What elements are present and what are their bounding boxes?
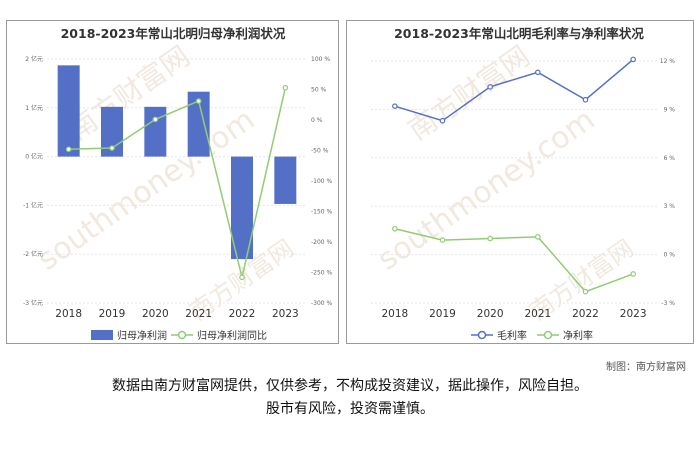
watermark-url: southmoney.com: [372, 102, 602, 277]
line-point: [65, 146, 72, 153]
y-right-tick-label: -300 %: [311, 300, 333, 307]
bar: [144, 106, 167, 157]
disclaimer-line-2: 股市有风险，投资需谨慎。: [266, 401, 434, 417]
legend-a-marker: [477, 330, 487, 340]
y-right-tick-label: 0 %: [311, 117, 323, 124]
y-right-tick-label: -50 %: [311, 148, 329, 155]
line-point: [439, 117, 446, 124]
line-point: [535, 234, 541, 240]
left-chart-title: 2018-2023年常山北明归母净利润状况: [61, 26, 286, 41]
left-chart-panel: 南方财富网 southmoney.com 南方财富网 2018-2023年常山北明归…: [6, 20, 339, 344]
y-tick-label: -3 %: [661, 300, 675, 307]
line-point: [582, 96, 589, 103]
line-point: [392, 225, 398, 232]
legend-bar-swatch: [91, 330, 113, 340]
bar: [187, 91, 210, 157]
x-tick-label: 2018: [55, 308, 82, 320]
series-line: [68, 87, 287, 278]
watermark-name: 南方财富网: [62, 39, 196, 146]
bar: [274, 156, 297, 204]
line-point: [487, 235, 493, 242]
y-right-tick-label: -250 %: [311, 270, 333, 277]
line-point: [630, 56, 636, 63]
y-tick-label: 12 %: [660, 58, 676, 65]
y-left-tick-label: -2 亿元: [23, 250, 43, 258]
series-line: [394, 228, 634, 293]
line-point: [439, 237, 446, 243]
y-right-tick-label: 50 %: [311, 87, 327, 94]
y-right-tick-label: 100 %: [311, 56, 330, 63]
left-legend: 归母净利润 归母净利润同比: [91, 329, 267, 342]
line-point: [109, 145, 115, 151]
y-left-tick-label: 0 亿元: [25, 153, 43, 161]
x-tick-label: 2018: [381, 308, 408, 320]
right-chart-title: 2018-2023年常山北明毛利率与净利率状况: [394, 26, 644, 41]
line-point: [630, 271, 636, 277]
series-line: [394, 58, 634, 122]
legend-line-label: 归母净利润同比: [197, 329, 267, 342]
y-tick-label: 9 %: [664, 106, 676, 113]
x-tick-label: 2022: [229, 308, 256, 320]
disclaimer-line-1: 数据由南方财富网提供，仅供参考，不构成投资建议，据此操作，风险自担。: [112, 378, 588, 394]
line-point: [152, 116, 159, 123]
y-tick-label: 6 %: [664, 155, 676, 162]
legend-b-marker: [543, 330, 553, 340]
right-legend: 毛利率 净利率: [471, 329, 593, 342]
y-tick-label: 0 %: [664, 252, 676, 259]
watermark-name: 南方财富网: [402, 39, 536, 146]
line-point: [195, 98, 202, 104]
line-point: [582, 288, 589, 295]
y-left-tick-label: -1 亿元: [23, 201, 43, 209]
x-tick-label: 2023: [272, 308, 299, 320]
x-tick-label: 2023: [620, 308, 647, 320]
legend-a-label: 毛利率: [497, 329, 527, 342]
y-left-tick-label: 2 亿元: [25, 55, 43, 63]
y-left-tick-label: 1 亿元: [25, 104, 43, 112]
bar: [57, 65, 80, 157]
y-right-tick-label: -200 %: [311, 239, 333, 246]
x-tick-label: 2019: [99, 308, 126, 320]
bar: [231, 156, 253, 260]
line-point: [392, 103, 398, 109]
y-right-tick-label: -100 %: [311, 178, 333, 185]
y-right-tick-label: -150 %: [311, 209, 333, 216]
line-point: [239, 274, 245, 281]
x-tick-label: 2020: [477, 308, 504, 320]
legend-b-label: 净利率: [563, 329, 593, 342]
line-point: [535, 69, 541, 76]
line-point: [487, 84, 493, 90]
legend-line-marker: [177, 330, 187, 340]
line-point: [282, 84, 289, 91]
x-tick-label: 2020: [142, 308, 169, 320]
x-tick-label: 2019: [429, 308, 456, 320]
y-tick-label: 3 %: [664, 203, 676, 210]
legend-bar-label: 归母净利润: [117, 329, 167, 342]
x-tick-label: 2021: [524, 308, 551, 320]
x-tick-label: 2022: [572, 308, 599, 320]
credit-text: 制图：南方财富网: [606, 362, 686, 373]
x-tick-label: 2021: [185, 308, 212, 320]
y-left-tick-label: -3 亿元: [23, 299, 43, 307]
right-chart-panel: 南方财富网 southmoney.com 南方财富网 2018-2023年常山北明毛…: [346, 20, 694, 344]
